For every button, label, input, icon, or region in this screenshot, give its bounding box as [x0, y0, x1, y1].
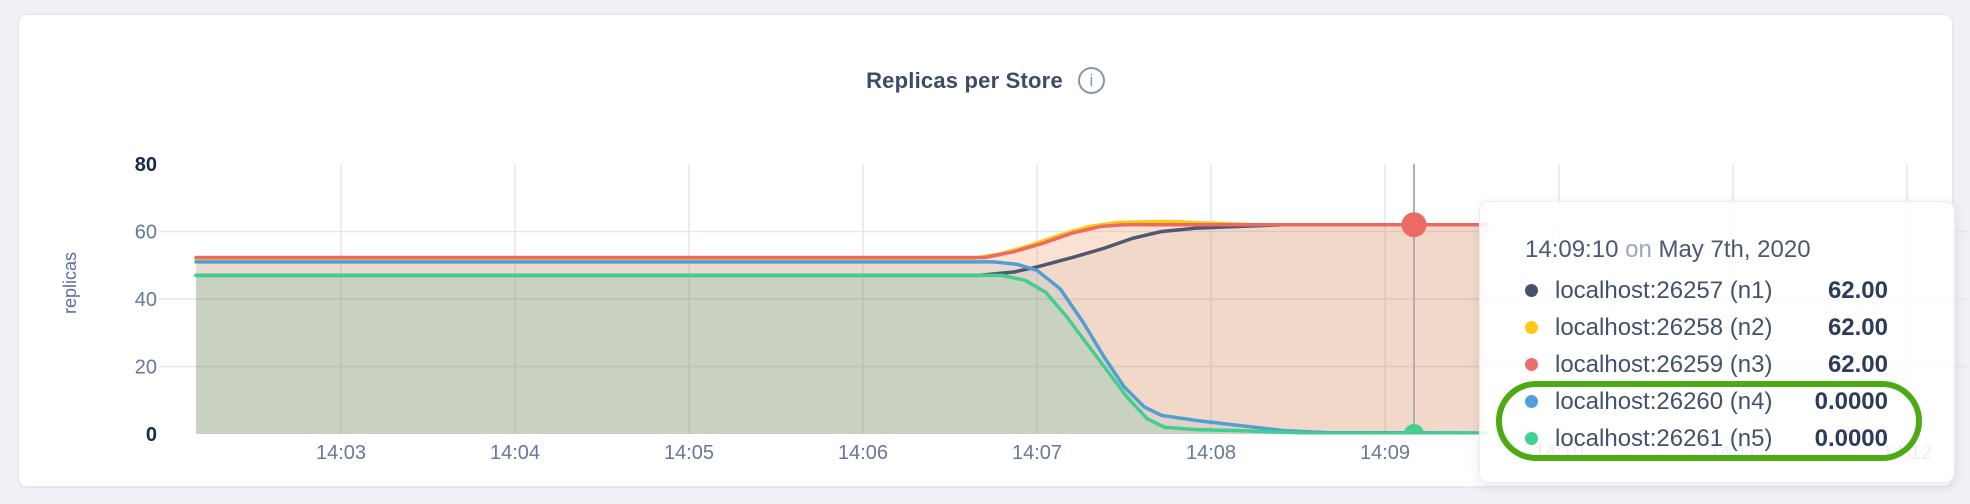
- y-tick-label: 40: [135, 289, 157, 311]
- series-dot-n4: [1525, 395, 1538, 408]
- series-label: localhost:26260 (n4): [1555, 387, 1773, 415]
- series-dot-n1: [1525, 284, 1538, 297]
- y-tick-label: 20: [135, 357, 157, 379]
- series-label: localhost:26258 (n2): [1555, 313, 1773, 341]
- series-label: localhost:26261 (n5): [1555, 424, 1773, 452]
- tooltip-row: localhost:26261 (n5) 0.0000: [1525, 420, 1888, 457]
- y-tick-label: 80: [135, 154, 157, 176]
- tooltip-row: localhost:26259 (n3) 62.00: [1525, 346, 1888, 383]
- replicas-chart-plot[interactable]: 14:0314:0414:0514:0614:0714:0814:0914:10…: [19, 15, 1970, 504]
- series-value: 62.00: [1827, 350, 1888, 378]
- info-icon[interactable]: i: [1077, 67, 1105, 94]
- series-value: 62.00: [1827, 313, 1888, 341]
- chart-tooltip: 14:09:10 on May 7th, 2020 localhost:2625…: [1479, 201, 1955, 483]
- crosshair-marker: [1404, 424, 1424, 435]
- series-value: 0.0000: [1814, 387, 1888, 415]
- tooltip-row: localhost:26258 (n2) 62.00: [1525, 309, 1888, 346]
- tooltip-timestamp: 14:09:10 on May 7th, 2020: [1525, 236, 1954, 264]
- series-area: [196, 275, 1487, 434]
- y-tick-label: 0: [146, 424, 157, 446]
- tooltip-time: 14:09:10: [1525, 236, 1619, 263]
- series-dot-n3: [1525, 358, 1538, 371]
- x-tick-label: 14:07: [1012, 442, 1062, 464]
- series-label: localhost:26257 (n1): [1555, 276, 1773, 304]
- x-tick-label: 14:05: [664, 442, 714, 464]
- x-tick-label: 14:08: [1186, 442, 1236, 464]
- series-label: localhost:26259 (n3): [1555, 350, 1773, 378]
- crosshair-marker: [1401, 212, 1427, 238]
- tooltip-row: localhost:26257 (n1) 62.00: [1525, 272, 1888, 309]
- y-tick-label: 60: [135, 222, 157, 244]
- crosshair: [1401, 164, 1427, 435]
- series-line: [194, 273, 1489, 435]
- x-tick-label: 14:04: [490, 442, 540, 464]
- series-value: 62.00: [1827, 276, 1888, 304]
- x-tick-label: 14:06: [838, 442, 888, 464]
- tooltip-on-word: on: [1625, 236, 1652, 263]
- series-line: [194, 260, 1489, 435]
- series-dot-n5: [1525, 432, 1538, 445]
- series-dot-n2: [1525, 321, 1538, 334]
- series-areas: [196, 221, 1487, 434]
- x-tick-label: 14:03: [316, 442, 366, 464]
- series-line: [194, 223, 1489, 260]
- series-lines: [194, 219, 1489, 435]
- chart-card: Replicas per Store i 14:03 14:04 14:05 14:0…: [18, 14, 1969, 487]
- y-axis-label: replicas: [60, 252, 80, 314]
- series-value: 0.0000: [1814, 424, 1888, 452]
- tooltip-date: May 7th, 2020: [1658, 236, 1811, 263]
- tooltip-row: localhost:26260 (n4) 0.0000: [1525, 383, 1888, 420]
- x-tick-label: 14:09: [1360, 442, 1410, 464]
- series-area: [196, 261, 1487, 434]
